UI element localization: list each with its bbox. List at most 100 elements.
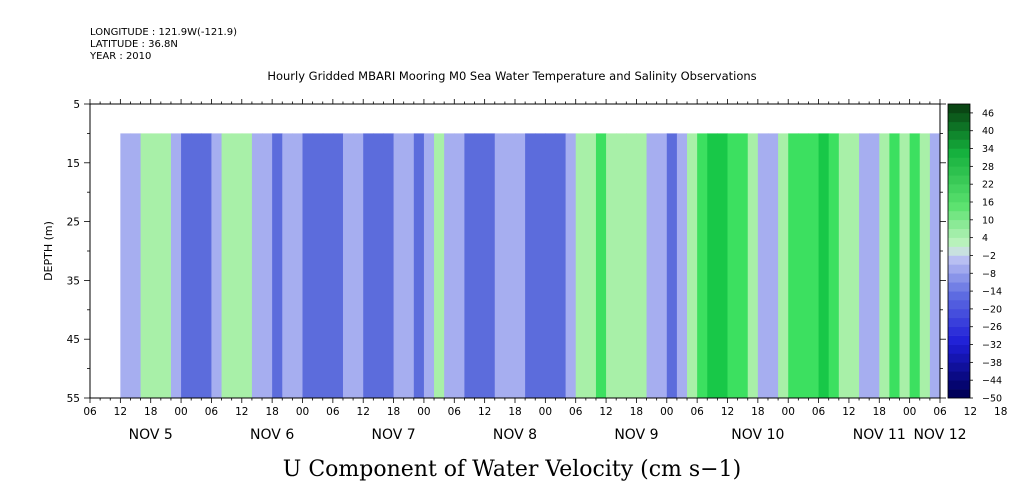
heat-column [423,133,435,398]
heat-column [606,133,617,398]
colorbar-segment [948,175,970,185]
heat-column [373,133,385,398]
x-tick-label: 06 [205,406,219,418]
date-label: NOV 6 [250,427,294,443]
heat-column [515,133,526,398]
colorbar-label: 34 [982,144,994,155]
colorbar-label: −2 [982,251,996,262]
x-tick-label: 18 [387,406,400,418]
colorbar-segment [948,202,970,212]
heat-column [201,133,213,398]
colorbar-segment [948,210,970,221]
colorbar-segment [948,104,970,114]
heat-column [181,133,192,398]
y-tick-label: 5 [73,99,80,111]
heat-column [474,133,486,398]
colorbar-label: −8 [982,269,996,280]
colorbar-segment [948,273,970,283]
x-tick-label: 06 [326,406,340,418]
colorbar-segment [948,308,970,319]
heat-column [241,133,253,398]
date-label: NOV 8 [493,427,537,443]
colorbar-segment [948,184,970,194]
colorbar-label: −44 [982,376,1002,387]
heat-column [707,133,718,398]
x-tick-label: 00 [903,406,916,418]
colorbar-segment [948,380,970,390]
year-label: YEAR : 2010 [89,51,151,62]
heat-column [909,133,921,398]
heat-column [444,133,455,398]
y-tick-label: 15 [67,158,80,170]
heat-column [757,133,769,398]
colorbar-segment [948,335,970,345]
date-label: NOV 10 [731,427,784,443]
heat-column [767,133,779,398]
heat-column [828,133,840,398]
x-tick-label: 12 [842,406,855,418]
colorbar-label: −14 [982,287,1002,298]
colorbar-label: 10 [982,215,994,226]
heat-column [889,133,901,398]
x-tick-label: 06 [83,406,97,418]
colorbar-label: 4 [982,233,988,244]
colorbar-label: 28 [982,162,994,173]
heat-column [130,133,142,398]
colorbar-segment [948,344,970,354]
x-tick-label: 00 [174,406,187,418]
heat-column [869,133,880,398]
x-tick-label: 12 [599,406,612,418]
x-tick-label: 18 [265,406,278,418]
x-tick-label: 12 [114,406,127,418]
heat-column [737,133,749,398]
heat-column [585,133,597,398]
heat-column [403,133,415,398]
colorbar-segment [948,291,970,301]
y-tick-label: 25 [67,217,80,229]
x-tick-label: 06 [690,406,704,418]
heat-column [251,133,263,398]
heat-column [727,133,739,398]
heat-column [393,133,405,398]
x-tick-label: 00 [417,406,430,418]
colorbar-frame [947,103,971,399]
heat-column [383,133,395,398]
heat-column [798,133,810,398]
x-tick-label: 00 [539,406,552,418]
colorbar-label: 22 [982,180,994,191]
colorbar-segment [948,219,970,230]
heat-column [848,133,860,398]
heat-column [160,133,172,398]
heat-column [292,133,304,398]
heat-column [221,133,233,398]
heat-column [697,133,708,398]
heat-column [504,133,516,398]
colorbar-segment [948,112,970,123]
colorbar-segment [948,130,970,140]
heat-column [545,133,557,398]
colorbar-segment [948,371,970,381]
y-tick-label: 55 [67,393,80,405]
x-tick-label: 12 [357,406,370,418]
heat-column [616,133,627,398]
heat-column [535,133,546,398]
colorbar-segment [948,237,970,247]
heat-column [464,133,476,398]
heat-column [838,133,850,398]
colorbar-label: −50 [982,394,1002,405]
heat-column [788,133,799,398]
heat-column [656,133,668,398]
colorbar-label: 46 [982,108,994,119]
colorbar-segment [948,353,970,363]
colorbar-segment [948,300,970,310]
date-label: NOV 12 [913,427,966,443]
x-tick-label: 12 [235,406,248,418]
heat-column [312,133,324,398]
colorbar-label: −26 [982,322,1002,333]
date-label: NOV 11 [853,427,906,443]
x-tick-label: 00 [782,406,795,418]
x-tick-label: 12 [721,406,734,418]
date-label: NOV 7 [371,427,415,443]
x-tick-label: 18 [873,406,886,418]
colorbar-segment [948,121,970,132]
